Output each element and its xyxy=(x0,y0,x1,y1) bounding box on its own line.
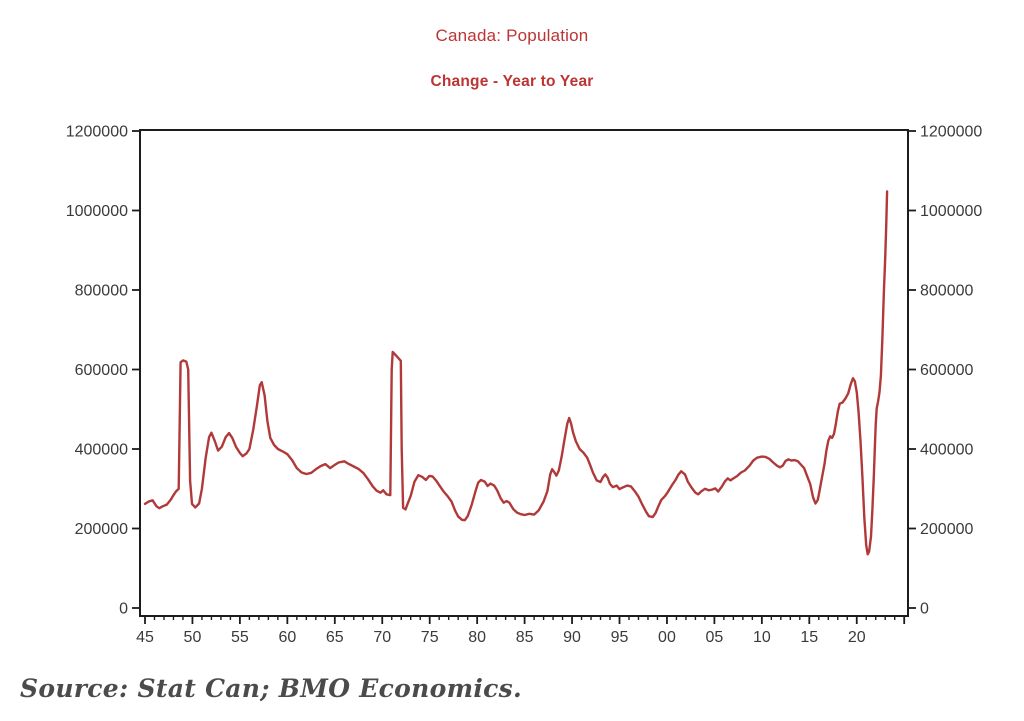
x-tick-label: 55 xyxy=(231,629,249,646)
x-tick-label: 70 xyxy=(373,629,391,646)
population-change-line xyxy=(143,190,889,556)
y-tick-label-left: 800000 xyxy=(75,283,128,300)
y-tick-label-right: 600000 xyxy=(920,362,973,379)
y-tick-label-left: 1200000 xyxy=(66,124,128,141)
y-tick-label-right: 1000000 xyxy=(920,203,982,220)
x-tick-label: 45 xyxy=(136,629,154,646)
x-tick-label: 05 xyxy=(706,629,724,646)
x-tick-label: 85 xyxy=(516,629,534,646)
y-tick-label-right: 1200000 xyxy=(920,124,982,141)
y-tick-label-left: 200000 xyxy=(75,521,128,538)
y-tick-label-left: 400000 xyxy=(75,442,128,459)
y-tick-label-right: 400000 xyxy=(920,442,973,459)
y-tick-label-right: 200000 xyxy=(920,521,973,538)
x-tick-label: 60 xyxy=(278,629,296,646)
x-tick-label: 95 xyxy=(611,629,629,646)
x-tick-label: 10 xyxy=(753,629,771,646)
x-tick-label: 20 xyxy=(848,629,866,646)
source-note: Source: Stat Can; BMO Economics. xyxy=(20,674,523,703)
x-tick-label: 75 xyxy=(421,629,439,646)
x-tick-label: 80 xyxy=(468,629,486,646)
chart-title: Canada: Population xyxy=(435,26,589,45)
plot-frame xyxy=(139,129,909,617)
x-tick-label: 15 xyxy=(800,629,818,646)
chart-subtitle: Change - Year to Year xyxy=(430,73,594,90)
x-tick-label: 90 xyxy=(563,629,581,646)
y-tick-label-right: 800000 xyxy=(920,283,973,300)
y-tick-label-left: 0 xyxy=(119,601,128,618)
x-tick-label: 50 xyxy=(184,629,202,646)
x-tick-label: 65 xyxy=(326,629,344,646)
y-tick-label-right: 0 xyxy=(920,601,929,618)
x-tick-label: 00 xyxy=(658,629,676,646)
y-tick-label-left: 1000000 xyxy=(66,203,128,220)
y-tick-label-left: 600000 xyxy=(75,362,128,379)
